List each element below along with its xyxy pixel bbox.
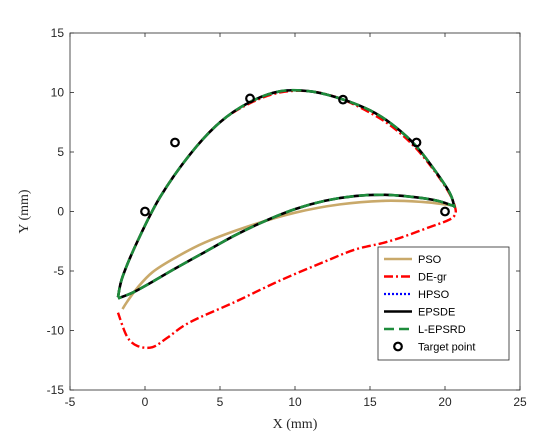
legend-label-de-gr: DE-gr [418,272,447,284]
target-point-marker [170,137,180,148]
y-tick-label: 5 [57,145,64,159]
y-axis-ticks: -15 -10 -5 0 5 10 15 [47,26,520,397]
markers-layer [140,93,450,217]
x-tick-label: 15 [363,395,377,409]
y-tick-label: -15 [47,383,65,397]
target-point-marker [411,137,422,148]
legend-label-pso: PSO [418,254,442,266]
legend-label-hpso: HPSO [418,289,450,301]
x-tick-label: 25 [513,395,527,409]
x-tick-label: 10 [288,395,302,409]
y-tick-label: -10 [47,324,65,338]
legend-label-target-point: Target point [418,342,475,354]
x-axis-ticks: -5 0 5 10 15 20 25 [65,33,527,409]
y-tick-label: 0 [57,205,64,219]
legend-label-epsde: EPSDE [418,307,455,319]
target-point-marker [140,206,150,217]
target-point-marker [338,94,348,105]
y-tick-label: 10 [51,86,65,100]
legend: PSO DE-gr HPSO EPSDE L-EPSRD Target point [377,246,510,361]
x-axis-label: X (mm) [273,417,318,432]
legend-box [377,246,510,361]
legend-label-l-epsrd: L-EPSRD [418,324,466,336]
x-tick-label: 0 [142,395,149,409]
x-tick-label: 20 [438,395,452,409]
series-line-pso [121,199,456,310]
target-point-marker [440,206,450,217]
legend-swatch-target-point [393,341,403,352]
series-layer [116,88,457,350]
x-tick-label: 5 [217,395,224,409]
series-line-l-epsrd [116,88,456,300]
x-tick-label: -5 [65,395,76,409]
y-tick-label: -5 [53,264,64,278]
target-point-marker [245,93,255,104]
y-tick-label: 15 [51,26,65,40]
y-axis-label: Y (mm) [17,189,32,234]
